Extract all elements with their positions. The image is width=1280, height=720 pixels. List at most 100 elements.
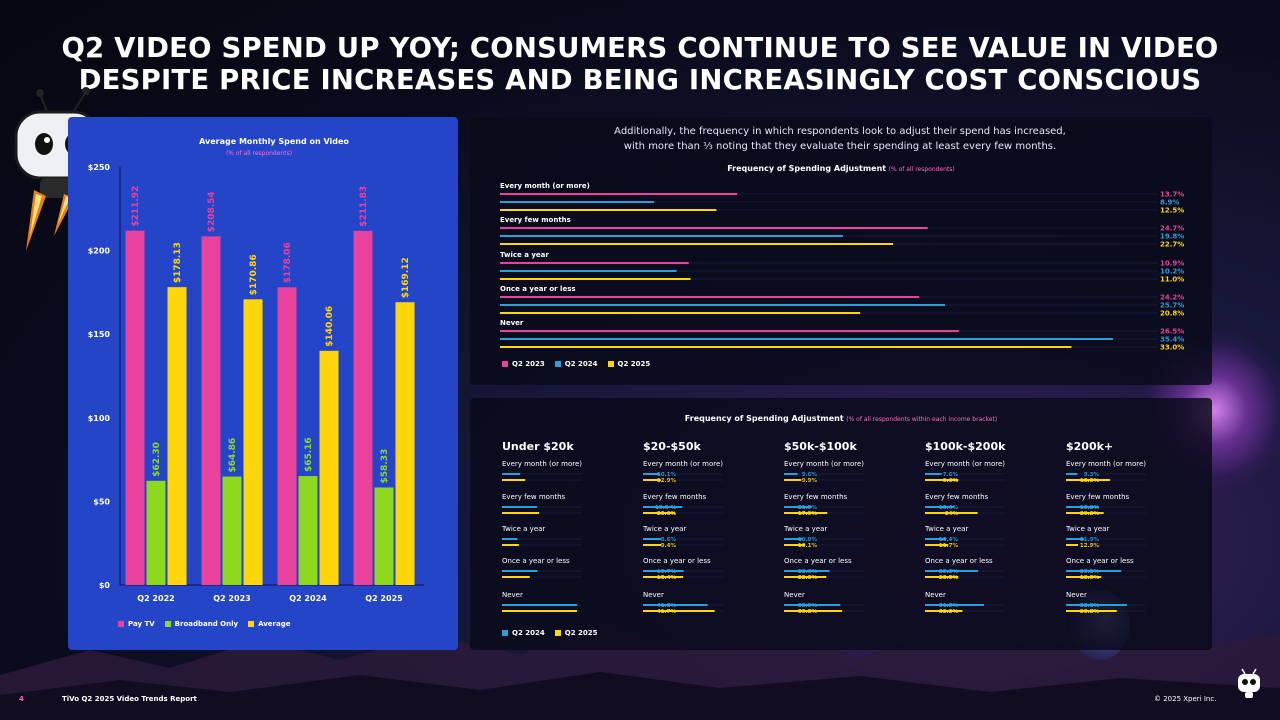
category-label: Once a year or less [784, 557, 852, 565]
legend-label: Pay TV [128, 620, 155, 628]
data-label: $64.86 [228, 438, 238, 473]
legend-label: Q2 2025 [564, 629, 598, 637]
data-label: 20.8% [1160, 310, 1184, 318]
bar-q2-2025 [784, 512, 828, 514]
category-label: Every month (or more) [500, 182, 590, 190]
x-tick-label: Q2 2022 [137, 594, 174, 603]
data-label: 9.9% [802, 478, 818, 484]
data-label: 24.7% [1160, 225, 1184, 233]
bar-q2-2024 [1066, 570, 1122, 572]
legend-item-q2-2025: Q2 2025 [607, 360, 650, 368]
bar-q2-2025 [643, 544, 662, 546]
bar-q2-2023 [500, 193, 738, 195]
category-label: Every month (or more) [1066, 460, 1146, 468]
bar-q2-2025 [1066, 512, 1104, 514]
category-label: Every few months [502, 493, 566, 501]
bar-q2-2024 [925, 604, 985, 606]
bar-q2-2025 [925, 544, 949, 546]
description-line-2: with more than ⅓ noting that they evalua… [623, 141, 1057, 152]
bar-q2-2025 [784, 479, 802, 481]
bar-q2-2025 [784, 544, 806, 546]
data-label: 22.7% [1160, 241, 1184, 249]
category-label: Never [1066, 591, 1087, 599]
data-label: 9.4% [661, 543, 677, 549]
category-label: Never [784, 591, 805, 599]
data-label: 33.0% [1160, 344, 1184, 352]
category-label: Once a year or less [925, 557, 993, 565]
income-bracket-title: $50k-$100k [784, 440, 857, 453]
income-bracket-title: Under $20k [502, 440, 574, 453]
data-label: $140.06 [325, 306, 335, 347]
spend-chart-legend: Pay TV Broadband Only Average [118, 620, 290, 628]
bar-average [395, 302, 415, 585]
data-label: $208.54 [207, 191, 217, 232]
bar-q2-2025 [502, 544, 519, 546]
data-label: 11.0% [1160, 276, 1184, 284]
income-bracket-title: $20-$50k [643, 440, 701, 453]
bar-average [243, 299, 263, 585]
spend-chart-subtitle: (% of all respondents) [225, 150, 293, 157]
bar-q2-2024 [502, 473, 521, 475]
x-tick-label: Q2 2024 [289, 594, 327, 603]
bar-q2-2024 [784, 604, 841, 606]
bar-broadband-only [374, 487, 394, 585]
bar-q2-2025 [502, 479, 526, 481]
bar-q2-2024 [502, 506, 538, 508]
bar-q2-2025 [784, 576, 827, 578]
bar-q2-2024 [925, 506, 955, 508]
bar-q2-2025 [1066, 610, 1117, 612]
data-label: $178.13 [173, 242, 183, 283]
y-tick-label: $100 [88, 414, 111, 423]
bar-broadband-only [146, 480, 166, 585]
legend-item-q2-2024: Q2 2024 [502, 629, 545, 637]
frequency-all-panel [470, 117, 1212, 385]
legend-swatch [502, 361, 508, 367]
bar-q2-2024 [1066, 506, 1099, 508]
legend-label: Broadband Only [174, 620, 239, 628]
bar-q2-2025 [502, 610, 578, 612]
frequency-all-title: Frequency of Spending Adjustment [727, 164, 887, 173]
bar-q2-2023 [500, 227, 928, 229]
bar-q2-2025 [502, 576, 530, 578]
category-label: Every month (or more) [784, 460, 864, 468]
bar-q2-2025 [1066, 544, 1079, 546]
category-label: Once a year or less [500, 285, 576, 293]
legend-swatch [554, 630, 561, 636]
bar-q2-2023 [500, 296, 920, 298]
bar-q2-2025 [1066, 576, 1102, 578]
y-tick-label: $150 [88, 330, 111, 339]
data-label: 11.7% [939, 543, 959, 549]
bar-q2-2024 [500, 201, 655, 203]
bar-q2-2024 [643, 506, 683, 508]
bar-q2-2024 [784, 473, 798, 475]
bar-q2-2024 [500, 304, 946, 306]
bar-pay-tv [201, 236, 221, 586]
bar-q2-2024 [502, 604, 578, 606]
data-label: 11.9% [1080, 537, 1100, 543]
data-label: 25.7% [1160, 302, 1184, 310]
data-label: 10.4% [939, 537, 959, 543]
x-tick-label: Q2 2025 [365, 594, 403, 603]
bar-q2-2024 [1066, 473, 1078, 475]
bar-q2-2025 [784, 610, 843, 612]
legend-item-pay-tv: Pay TV [118, 620, 155, 628]
tivo-logo-icon [1238, 668, 1260, 698]
category-label: Once a year or less [1066, 557, 1134, 565]
bar-q2-2024 [925, 538, 947, 540]
income-bracket-title: $200k+ [1066, 440, 1113, 453]
data-label: 8.9% [1160, 199, 1179, 207]
category-label: Every month (or more) [502, 460, 582, 468]
data-label: 8.6% [661, 537, 677, 543]
data-label: 26.5% [1160, 328, 1184, 336]
bar-q2-2024 [502, 538, 518, 540]
y-tick-label: $250 [88, 163, 111, 172]
title-line-2: DESPITE PRICE INCREASES AND BEING INCREA… [78, 64, 1202, 96]
copyright: © 2025 Xperi Inc. [1154, 695, 1217, 703]
category-label: Every few months [643, 493, 707, 501]
bar-q2-2024 [643, 538, 661, 540]
data-label: 12.9% [1080, 543, 1100, 549]
category-label: Never [925, 591, 946, 599]
bar-q2-2025 [500, 312, 861, 314]
legend-item-q2-2023: Q2 2023 [502, 360, 545, 368]
data-label: 24.2% [1160, 294, 1184, 302]
